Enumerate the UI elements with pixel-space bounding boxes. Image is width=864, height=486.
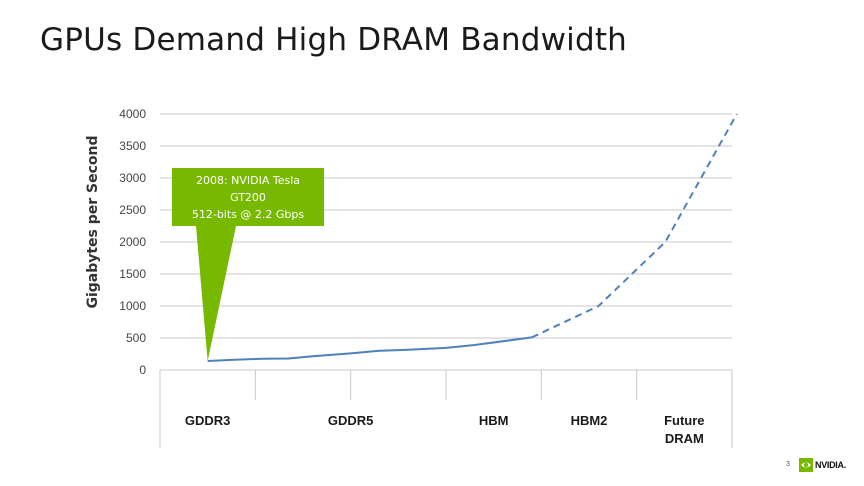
logo-text: NVIDIA. (815, 460, 846, 470)
callout-box (172, 168, 324, 226)
y-tick-label: 1500 (119, 267, 146, 281)
y-tick-label: 1000 (119, 299, 146, 313)
nvidia-eye-icon (799, 458, 813, 472)
page-number: 3 (786, 461, 790, 468)
x-category-label: HBM2 (571, 413, 608, 428)
y-tick-label: 0 (139, 363, 146, 377)
x-category-label: GDDR5 (328, 413, 374, 428)
y-tick-label: 2500 (119, 203, 146, 217)
x-category-label: Future DRAM (664, 413, 704, 446)
y-tick-label: 2000 (119, 235, 146, 249)
y-tick-label: 3000 (119, 171, 146, 185)
callout-text-line: 512-bits @ 2.2 Gbps (192, 208, 305, 221)
y-tick-label: 4000 (119, 107, 146, 121)
callout-pointer (196, 226, 236, 362)
y-axis-label: Gigabytes per Second (85, 135, 101, 308)
callout-text-line: GT200 (230, 191, 266, 204)
y-tick-label: 3500 (119, 139, 146, 153)
callout-text-line: 2008: NVIDIA Tesla (196, 174, 300, 187)
y-tick-label: 500 (126, 331, 146, 345)
nvidia-logo: NVIDIA. (799, 456, 849, 474)
x-category-label: HBM (479, 413, 509, 428)
slide-title: GPUs Demand High DRAM Bandwidth (40, 22, 628, 58)
x-category-label: GDDR3 (185, 413, 231, 428)
historical-bandwidth-line (207, 336, 532, 362)
projected-bandwidth-line (531, 113, 738, 339)
